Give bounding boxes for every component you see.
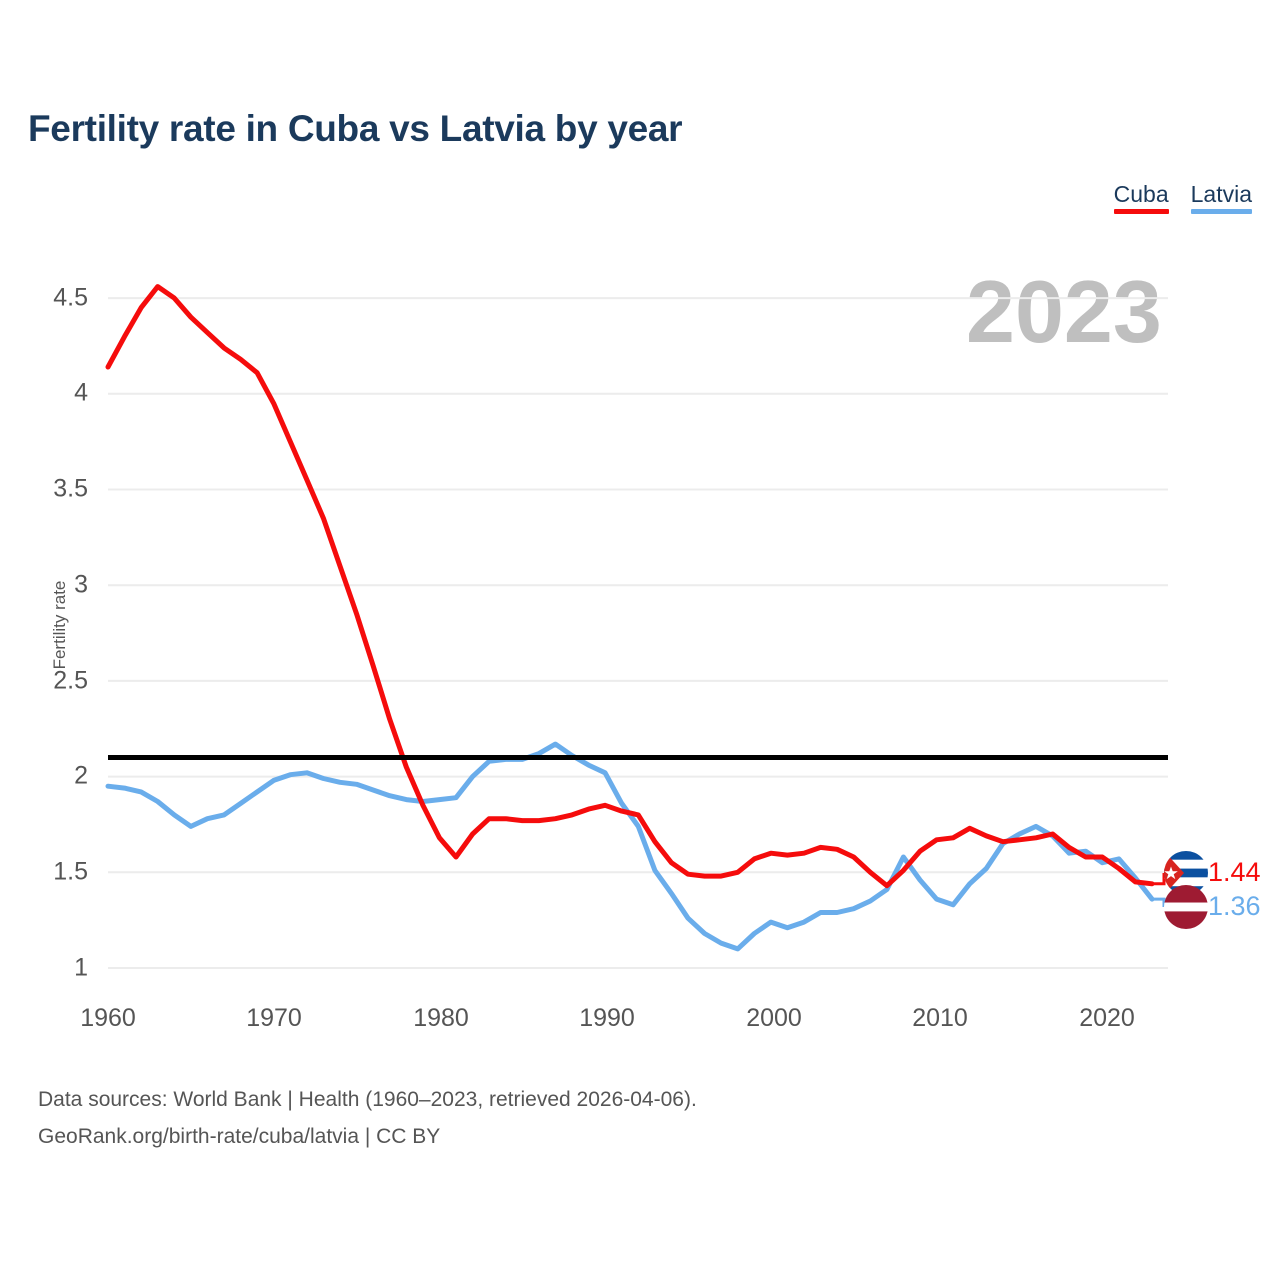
y-tick-label: 3 xyxy=(74,570,88,599)
x-tick-label: 2010 xyxy=(912,1004,968,1032)
x-tick-label: 1970 xyxy=(246,1004,302,1032)
leader-line-latvia xyxy=(1152,897,1166,907)
leader-line-cuba xyxy=(1152,873,1166,886)
legend-item-latvia[interactable]: Latvia xyxy=(1190,181,1252,215)
page-title: Fertility rate in Cuba vs Latvia by year xyxy=(28,108,683,149)
end-value-latvia: 1.36 xyxy=(1208,891,1261,921)
x-tick-label: 2020 xyxy=(1079,1004,1135,1032)
legend-label-cuba: Cuba xyxy=(1113,181,1169,207)
series-line-latvia xyxy=(105,741,1155,952)
y-tick-label: 4.5 xyxy=(53,283,88,312)
footer-line-link[interactable]: GeoRank.org/birth-rate/cuba/latvia | CC … xyxy=(38,1124,441,1148)
legend-swatch-latvia xyxy=(1190,209,1252,215)
x-tick-label: 1960 xyxy=(80,1004,136,1032)
y-tick-label: 2 xyxy=(74,761,88,790)
legend-label-latvia: Latvia xyxy=(1190,181,1252,207)
y-tick-label: 1 xyxy=(74,953,88,982)
footer-credits: Data sources: World Bank | Health (1960–… xyxy=(38,1082,697,1156)
x-tick-label: 1990 xyxy=(579,1004,635,1032)
y-tick-label: 1.5 xyxy=(53,857,88,886)
y-tick-label: 2.5 xyxy=(53,666,88,695)
y-tick-label: 4 xyxy=(74,378,88,407)
latvia-flag-icon xyxy=(1164,885,1208,929)
x-tick-label: 1980 xyxy=(413,1004,469,1032)
series-line-cuba xyxy=(105,284,1155,889)
chart-legend: Cuba Latvia xyxy=(1113,181,1252,215)
y-tick-label: 3.5 xyxy=(53,474,88,503)
end-value-cuba: 1.44 xyxy=(1208,857,1261,887)
x-tick-label: 2000 xyxy=(746,1004,802,1032)
footer-line-sources: Data sources: World Bank | Health (1960–… xyxy=(38,1088,697,1111)
legend-swatch-cuba xyxy=(1113,209,1169,215)
gridlines xyxy=(108,297,1168,969)
year-watermark: 2023 xyxy=(966,262,1162,361)
legend-item-cuba[interactable]: Cuba xyxy=(1113,181,1169,215)
